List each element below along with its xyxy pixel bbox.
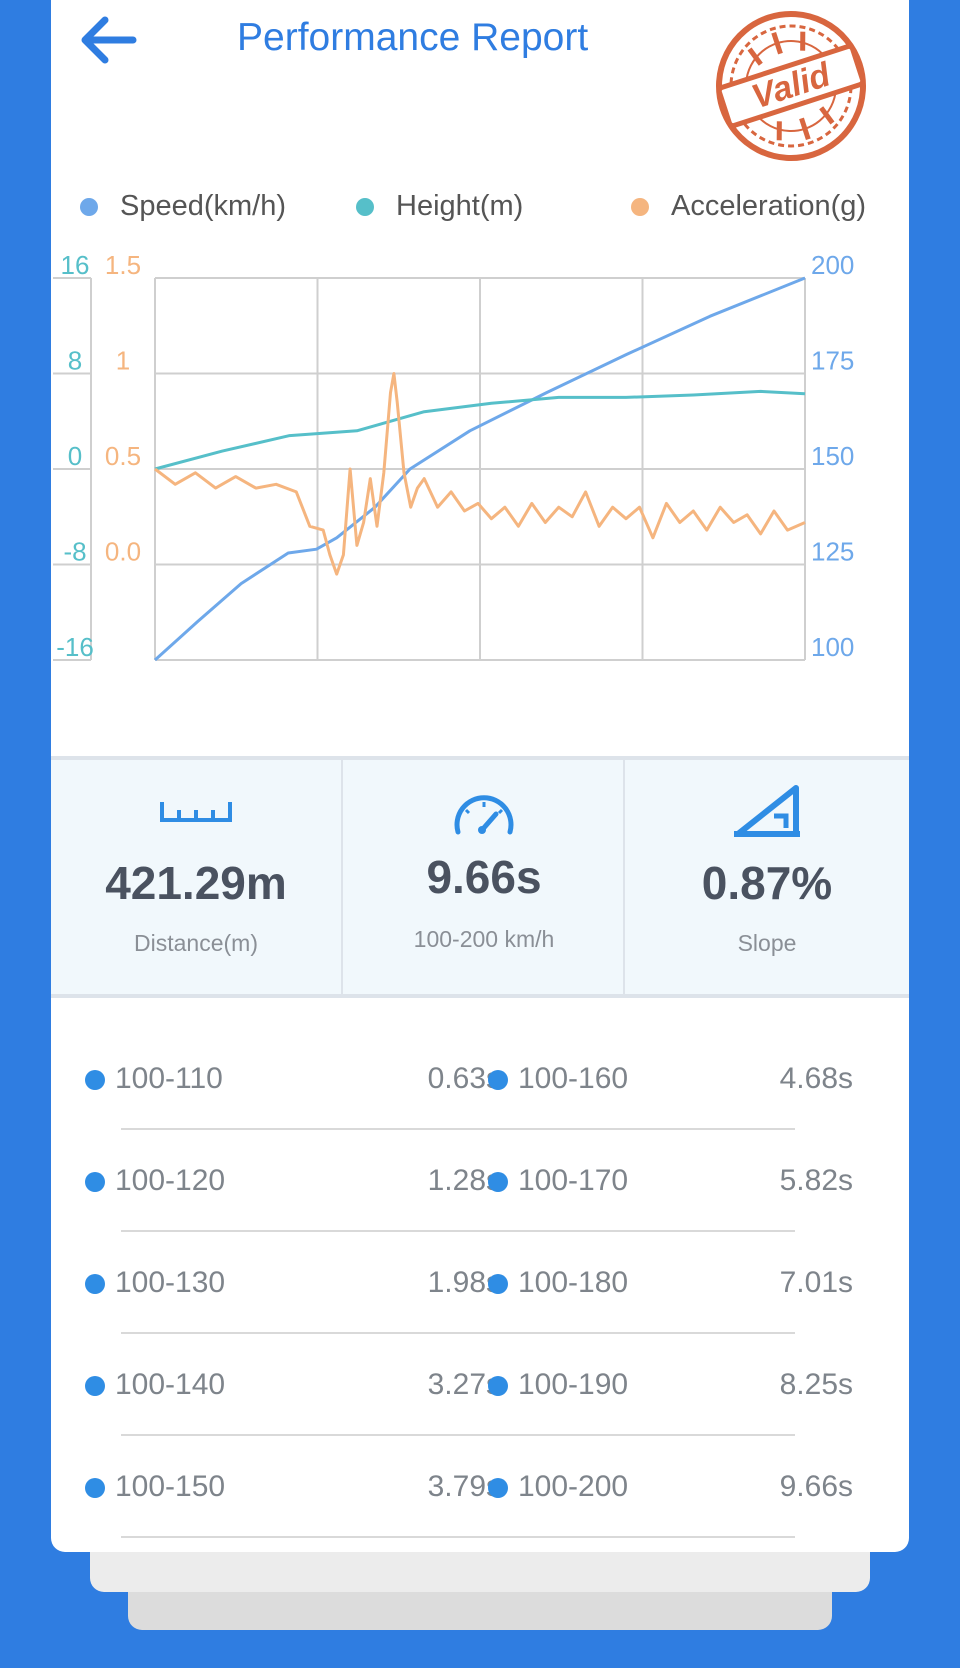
valid-stamp: Valid: [713, 8, 869, 164]
acceleration-tick-label: 0.5: [105, 441, 141, 471]
row-divider: [121, 1230, 795, 1232]
split-range: 100-190: [518, 1368, 629, 1401]
acceleration-tick-label: 0.0: [105, 537, 141, 567]
split-time: 5.82s: [779, 1164, 853, 1197]
legend-acceleration-label: Acceleration(g): [671, 190, 867, 222]
split-bullet: [85, 1274, 105, 1294]
legend-height-label: Height(m): [396, 190, 524, 222]
split-bullet: [488, 1478, 508, 1498]
split-range: 100-180: [518, 1266, 629, 1299]
stat-time-label: 100-200 km/h: [413, 926, 555, 952]
split-range: 100-160: [518, 1062, 629, 1095]
ruler-icon: [160, 802, 232, 822]
speed-tick-label: 175: [811, 346, 854, 376]
acceleration-series-line: [154, 372, 806, 576]
slope-icon: [734, 785, 800, 837]
split-range: 100-150: [115, 1470, 226, 1503]
split-bullet: [488, 1070, 508, 1090]
acceleration-tick-label: 1: [116, 346, 130, 376]
row-divider: [121, 1332, 795, 1334]
split-bullet: [488, 1274, 508, 1294]
split-row: 100-120 1.28s 100-170 5.82s: [51, 1132, 909, 1234]
legend-speed-dot: [80, 197, 98, 216]
legend-height-dot: [356, 197, 374, 216]
split-time: 9.66s: [779, 1470, 853, 1503]
split-range: 100-130: [115, 1266, 226, 1299]
height-tick-label: -16: [56, 632, 94, 662]
report-card: Performance Report Valid Speed(km/h) Hei…: [51, 0, 909, 1552]
split-bullet: [85, 1172, 105, 1192]
height-series-line: [154, 389, 806, 471]
page-title: Performance Report: [237, 16, 589, 59]
split-range: 100-170: [518, 1164, 629, 1197]
height-tick-label: -8: [63, 537, 86, 567]
speed-tick-label: 100: [811, 632, 854, 662]
split-time: 3.27s: [427, 1368, 501, 1401]
split-bullet: [85, 1478, 105, 1498]
speedometer-icon: [454, 795, 514, 835]
speed-tick-label: 125: [811, 537, 854, 567]
stat-slope: 0.87% Slope: [623, 760, 909, 994]
header: Performance Report: [51, 0, 909, 90]
split-time: 1.98s: [427, 1266, 501, 1299]
legend-acceleration-dot: [631, 197, 649, 216]
height-tick-label: 16: [61, 255, 90, 280]
speed-tick-label: 150: [811, 441, 854, 471]
stat-time-value: 9.66s: [426, 851, 542, 903]
height-tick-label: 0: [68, 441, 82, 471]
stat-distance: 421.29m Distance(m): [51, 760, 341, 994]
arrow-left-icon: [81, 16, 137, 64]
row-divider: [121, 1536, 795, 1538]
height-tick-label: 8: [68, 346, 82, 376]
split-time: 4.68s: [779, 1062, 853, 1095]
performance-chart: 16 8 0 -8 -16 1.5 1 0.5 0.0 200 175 150 125 100: [53, 255, 854, 662]
split-row: 100-150 3.79s 100-200 9.66s: [51, 1438, 909, 1540]
split-range: 100-110: [115, 1062, 223, 1095]
acceleration-tick-label: 1.5: [105, 255, 141, 280]
row-divider: [121, 1128, 795, 1130]
speed-tick-label: 200: [811, 255, 854, 280]
split-time: 1.28s: [427, 1164, 501, 1197]
split-bullet: [488, 1376, 508, 1396]
legend-height: Height(m): [356, 190, 523, 223]
split-time: 8.25s: [779, 1368, 853, 1401]
split-time: 3.79s: [427, 1470, 501, 1503]
split-bullet: [85, 1376, 105, 1396]
split-bullet: [85, 1070, 105, 1090]
back-button[interactable]: [75, 10, 143, 70]
row-divider: [121, 1434, 795, 1436]
stats-panel: 421.29m Distance(m) 9.66s 100-200 km/h 0…: [51, 756, 909, 998]
stat-distance-value: 421.29m: [105, 857, 287, 909]
stat-distance-label: Distance(m): [134, 930, 258, 956]
split-bullet: [488, 1172, 508, 1192]
legend-speed: Speed(km/h): [80, 190, 286, 223]
split-time: 7.01s: [779, 1266, 853, 1299]
split-range: 100-120: [115, 1164, 226, 1197]
legend-acceleration: Acceleration(g): [631, 190, 866, 223]
stat-slope-label: Slope: [737, 930, 797, 956]
chart-legend: Speed(km/h) Height(m) Acceleration(g): [51, 190, 909, 240]
split-row: 100-110 0.63s 100-160 4.68s: [51, 1030, 909, 1132]
split-time: 0.63s: [427, 1062, 501, 1095]
stat-time: 9.66s 100-200 km/h: [341, 760, 625, 994]
split-row: 100-130 1.98s 100-180 7.01s: [51, 1234, 909, 1336]
split-row: 100-140 3.27s 100-190 8.25s: [51, 1336, 909, 1438]
split-range: 100-200: [518, 1470, 629, 1503]
stat-slope-value: 0.87%: [701, 857, 833, 909]
legend-speed-label: Speed(km/h): [120, 190, 287, 222]
split-range: 100-140: [115, 1368, 226, 1401]
